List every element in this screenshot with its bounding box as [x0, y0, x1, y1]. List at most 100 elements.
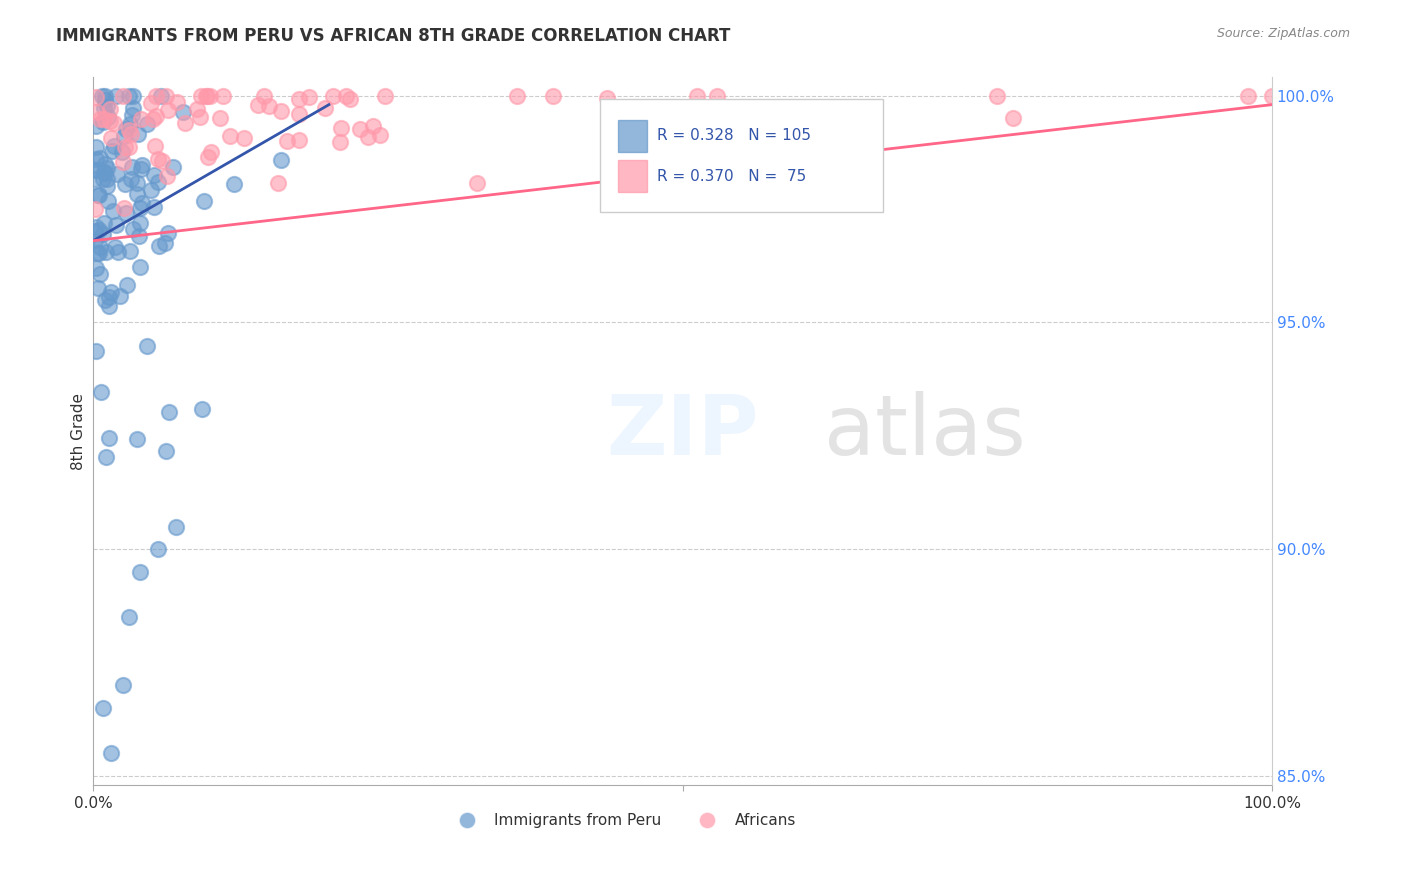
Point [129, 216, 152, 230]
Y-axis label: 8th Grade: 8th Grade [72, 392, 86, 470]
Point [103, 116, 125, 130]
Point [314, 101, 336, 115]
Point [84, 219, 107, 234]
Point [145, 109, 167, 123]
Point [115, 122, 138, 136]
Point [129, 112, 152, 126]
Point [94, 156, 117, 170]
Point [100, 285, 122, 300]
Point [143, 138, 166, 153]
Point [121, 88, 143, 103]
Point [595, 90, 617, 104]
Point [162, 160, 184, 174]
Point [93, 165, 115, 179]
Point [374, 88, 396, 103]
Point [335, 88, 357, 103]
Point [153, 235, 176, 250]
Point [1237, 88, 1260, 103]
Point [620, 170, 643, 185]
Point [330, 120, 353, 135]
Point [146, 153, 169, 167]
Text: atlas: atlas [824, 391, 1026, 472]
Point [322, 88, 344, 103]
Point [100, 747, 122, 761]
Point [112, 154, 135, 169]
Point [115, 277, 138, 292]
Point [125, 176, 148, 190]
Point [114, 177, 136, 191]
Point [89, 240, 111, 254]
Point [86, 246, 108, 260]
Point [155, 88, 177, 103]
Point [121, 101, 143, 115]
Point [173, 115, 195, 129]
Point [91, 701, 114, 715]
Point [253, 88, 276, 103]
Point [200, 145, 222, 160]
Point [83, 172, 105, 186]
Point [93, 101, 115, 115]
Point [84, 260, 107, 275]
Point [224, 178, 246, 192]
Point [190, 88, 212, 103]
Point [84, 344, 107, 359]
Point [87, 246, 110, 260]
Point [157, 405, 180, 419]
Point [131, 158, 153, 172]
Point [706, 88, 728, 103]
Point [157, 103, 180, 117]
Point [465, 176, 488, 190]
Point [84, 162, 107, 177]
Point [87, 187, 110, 202]
Point [84, 202, 107, 216]
Point [506, 88, 529, 103]
Point [686, 88, 709, 103]
Point [104, 88, 127, 103]
Point [165, 519, 187, 533]
Point [270, 104, 292, 119]
Point [131, 196, 153, 211]
Point [108, 289, 131, 303]
Point [87, 281, 110, 295]
Point [89, 112, 111, 126]
Point [127, 127, 149, 141]
Point [186, 102, 208, 116]
Point [287, 107, 309, 121]
Point [94, 450, 117, 464]
Point [112, 128, 135, 143]
Point [96, 98, 118, 112]
Point [97, 194, 120, 209]
FancyBboxPatch shape [617, 161, 647, 192]
Point [84, 224, 107, 238]
Point [87, 162, 110, 177]
Point [208, 111, 231, 125]
Point [276, 134, 298, 148]
Point [120, 244, 142, 259]
Point [121, 161, 143, 175]
Point [84, 90, 107, 104]
Point [195, 88, 218, 103]
Text: ZIP: ZIP [606, 391, 759, 472]
Point [156, 226, 179, 240]
Point [145, 88, 167, 103]
Point [141, 183, 163, 197]
Point [986, 88, 1008, 103]
Point [101, 145, 124, 159]
Point [83, 234, 105, 248]
Point [166, 95, 188, 110]
Point [114, 139, 136, 153]
Point [100, 102, 122, 116]
Point [257, 99, 280, 113]
Point [194, 88, 217, 103]
Point [94, 244, 117, 259]
Point [98, 299, 121, 313]
Point [1261, 88, 1284, 103]
Point [111, 145, 134, 159]
Point [86, 105, 108, 120]
Point [1001, 112, 1024, 126]
Point [135, 117, 157, 131]
Point [125, 432, 148, 446]
Point [87, 222, 110, 236]
Point [96, 161, 118, 175]
Point [97, 111, 120, 125]
